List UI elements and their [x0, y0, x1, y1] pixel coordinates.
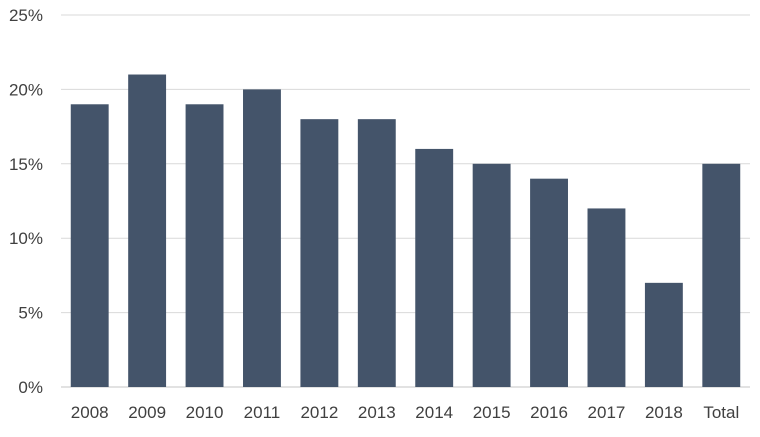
y-tick-label: 5%: [18, 304, 43, 323]
x-tick-label: 2016: [530, 403, 568, 422]
bar-2011: [243, 89, 281, 388]
y-tick-label: 0%: [18, 378, 43, 397]
bars: [70, 74, 741, 388]
y-tick-label: 25%: [9, 6, 43, 25]
bar-2015: [472, 163, 511, 387]
bar-2016: [530, 178, 568, 387]
bar-2014: [415, 148, 454, 387]
x-tick-label: 2013: [358, 403, 396, 422]
bar-2018: [644, 282, 683, 387]
x-tick-label: 2014: [415, 403, 453, 422]
x-tick-label: 2011: [244, 403, 281, 422]
x-tick-label: Total: [703, 403, 739, 422]
y-tick-label: 15%: [9, 155, 43, 174]
bar-2009: [128, 74, 167, 388]
y-tick-label: 20%: [9, 80, 43, 99]
x-tick-label: 2010: [186, 403, 224, 422]
x-tick-label: 2017: [588, 403, 626, 422]
bar-2010: [185, 104, 224, 387]
x-tick-label: 2008: [71, 403, 109, 422]
bar-2008: [70, 104, 109, 387]
y-tick-label: 10%: [9, 229, 43, 248]
y-axis-tick-labels: 0% 5% 10% 15% 20% 25%: [9, 6, 43, 397]
bar-2012: [300, 119, 339, 387]
x-tick-label: 2018: [645, 403, 683, 422]
x-tick-label: 2015: [473, 403, 511, 422]
bar-total: [702, 163, 741, 387]
x-axis-tick-labels: 2008 2009 2010 2011 2012 2013 2014 2015 2016 2017…: [71, 403, 739, 422]
x-tick-label: 2009: [128, 403, 166, 422]
bar-2013: [357, 119, 396, 387]
bar-2017: [587, 208, 626, 387]
x-tick-label: 2012: [300, 403, 338, 422]
gridlines: [61, 14, 750, 388]
